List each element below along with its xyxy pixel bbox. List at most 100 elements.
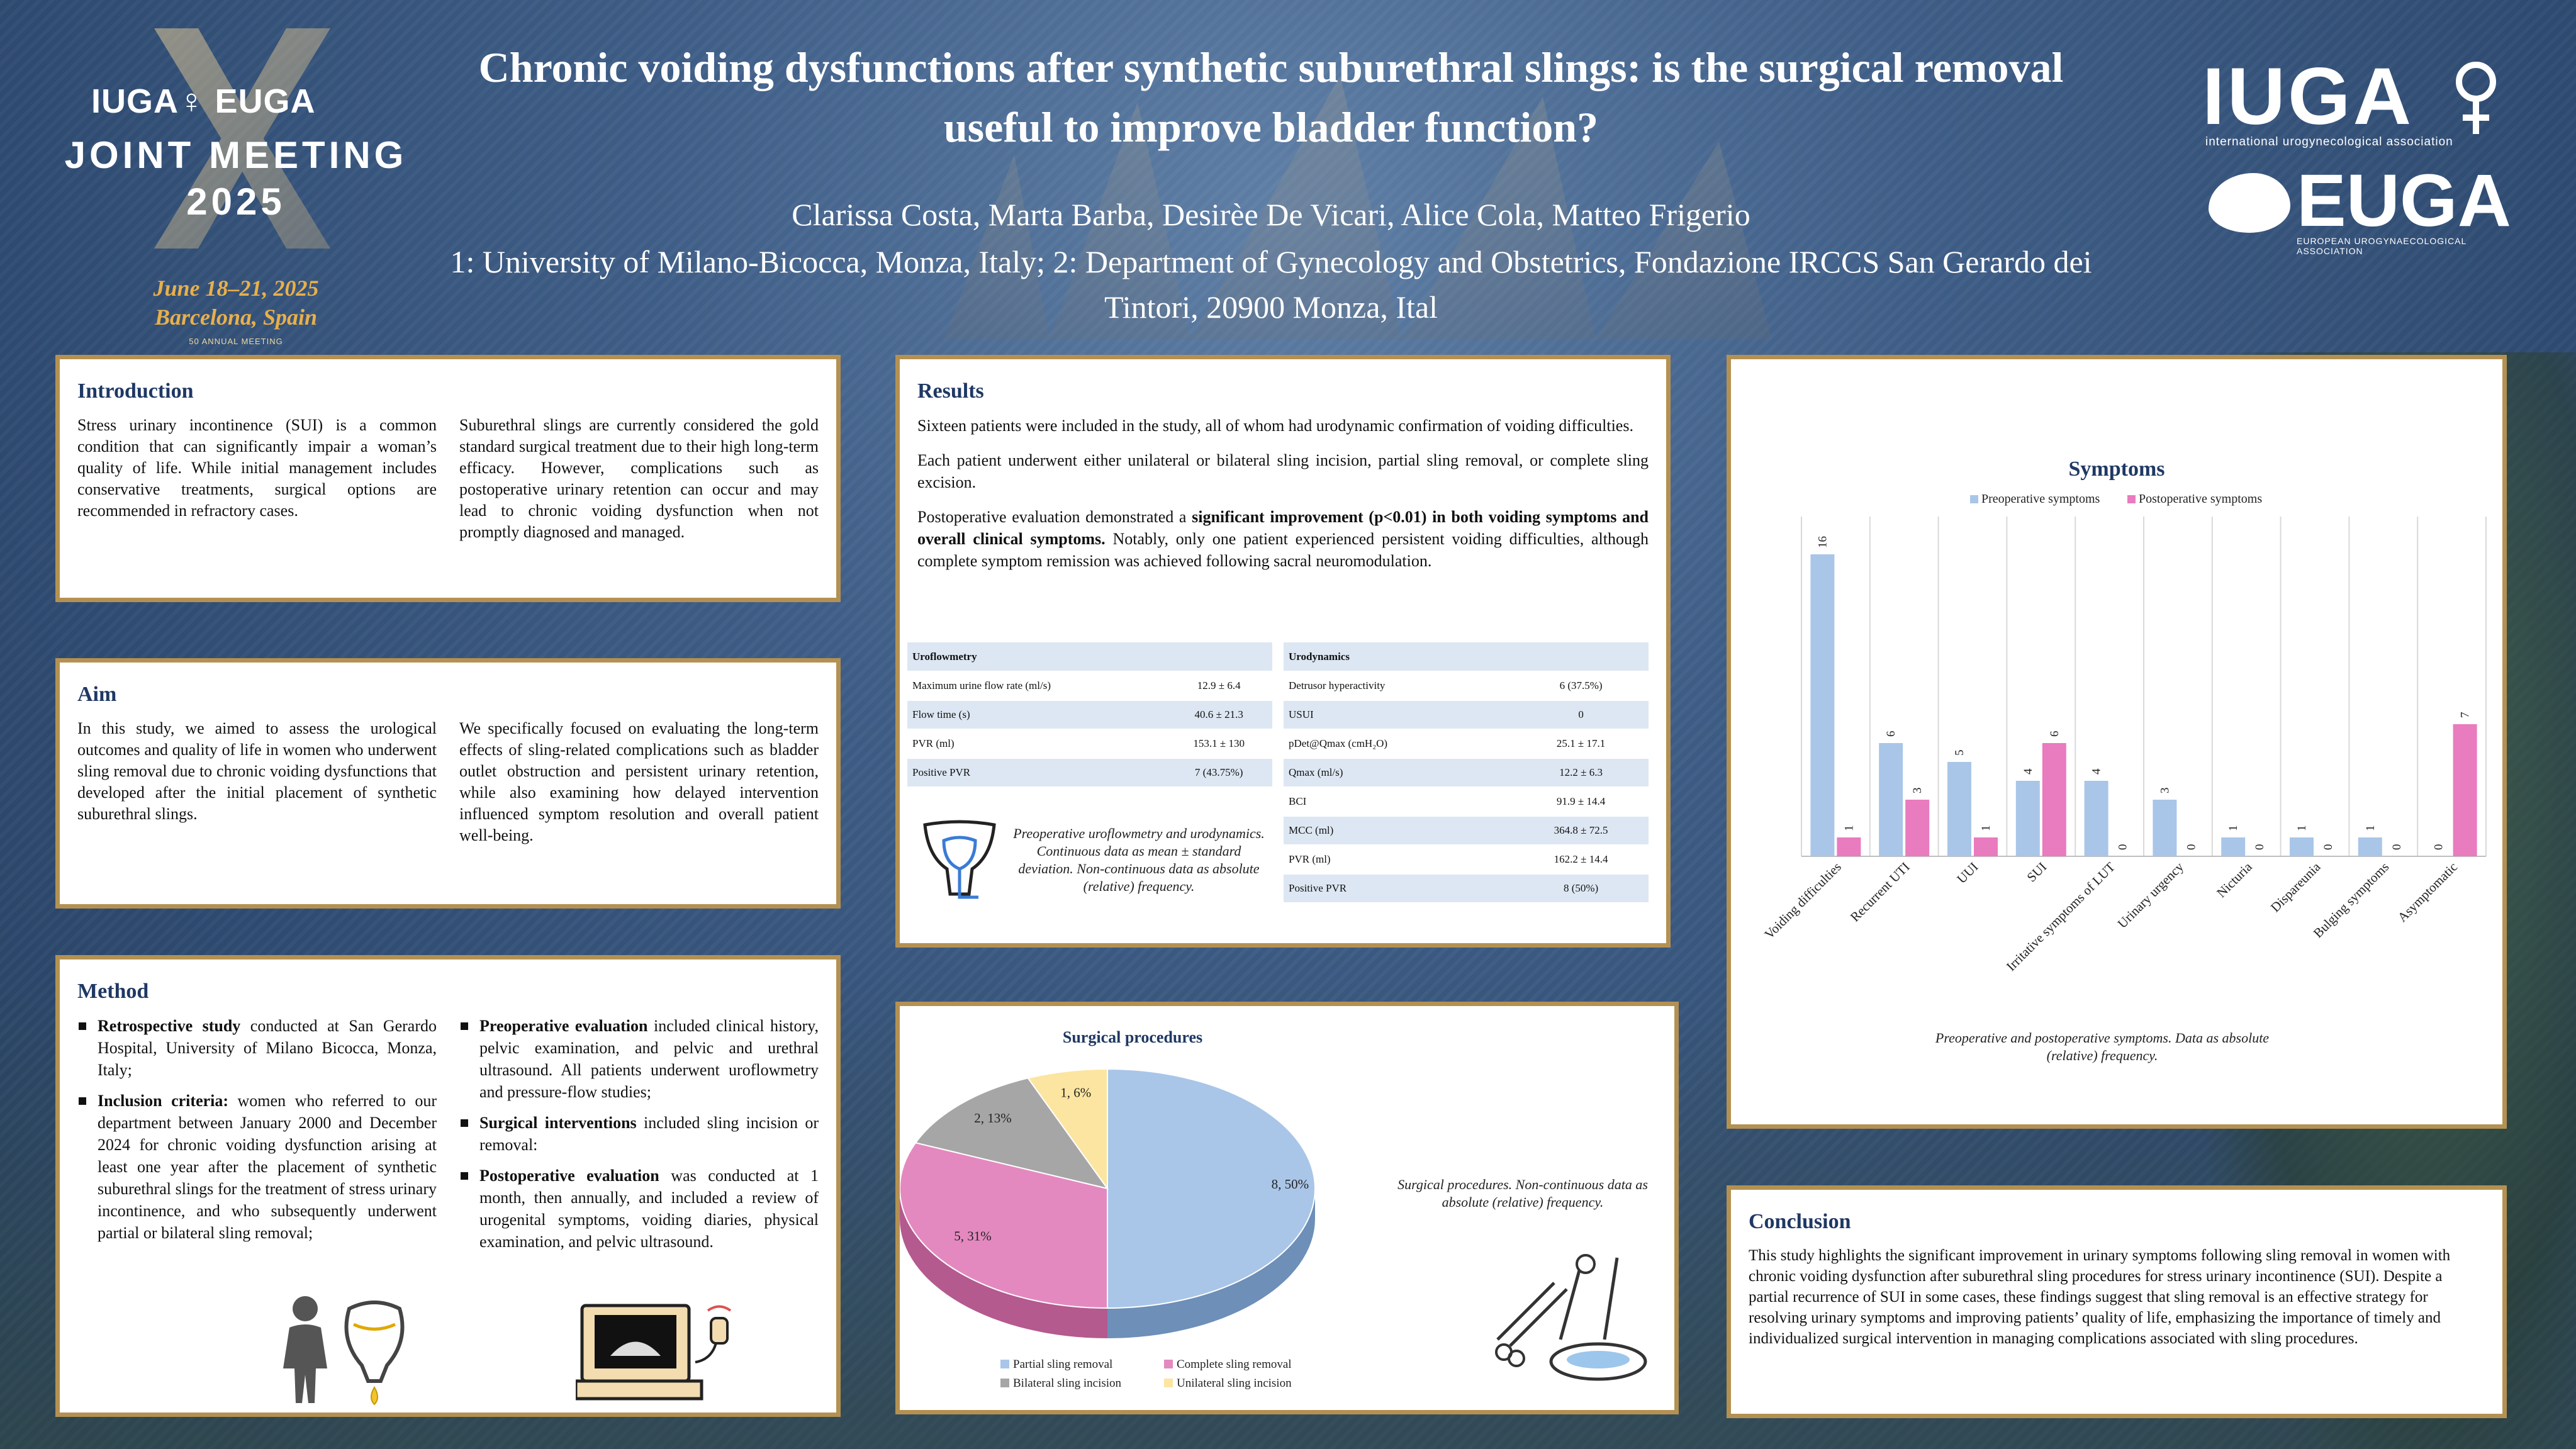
symptoms-caption: Preoperative and postoperative symptoms.… (1935, 1030, 2270, 1063)
bar-data-label: 1 (1842, 825, 1856, 832)
pie-data-label: 1, 6% (1060, 1085, 1091, 1100)
table-row: BCI 91.9 ± 14.4 (1284, 787, 1649, 817)
urodynamics-table: Urodynamics Detrusor hyperactivity 6 (37.… (1284, 642, 1649, 904)
bar-data-label: 1 (1980, 825, 1993, 832)
euga-brain-icon (2209, 173, 2290, 233)
logo-meeting-line1: JOINT MEETING (64, 134, 408, 176)
table-row: pDet@Qmax (cmH₂O) 25.1 ± 17.1 (1284, 729, 1649, 759)
bar-data-label: 16 (1816, 536, 1829, 548)
table-row: Positive PVR 8 (50%) (1284, 874, 1649, 904)
pie-legend-swatch (1000, 1379, 1009, 1387)
tables-caption: Preoperative uroflowmetry and urodynamic… (1013, 825, 1265, 894)
method-item-text: women who referred to our department bet… (98, 1092, 437, 1242)
introduction-col1: Stress urinary incontinence (SUI) is a c… (77, 416, 437, 520)
bar-category-label: Bulging symptoms (2310, 859, 2392, 941)
method-panel: Method Retrospective study conducted at … (55, 955, 841, 1417)
bar-data-label: 0 (2322, 844, 2335, 851)
pelvis-icon (923, 820, 996, 899)
bar (1905, 800, 1930, 856)
method-item: Surgical interventions included sling in… (459, 1112, 819, 1156)
table-row: Urodynamics (1284, 642, 1649, 672)
table-row: Maximum urine flow rate (ml/s) 12.9 ± 6.4 (907, 671, 1272, 701)
bar (1879, 743, 1903, 856)
method-item: Postoperative evaluation was conducted a… (459, 1165, 819, 1253)
bar-category-label: Urinary urgency (2115, 859, 2187, 931)
bar-data-label: 0 (2433, 844, 2446, 851)
results-paragraph-1: Sixteen patients were included in the st… (917, 417, 1633, 435)
joint-meeting-logo: IUGA♀ EUGA JOINT MEETING 2025 June 18–21… (60, 28, 412, 346)
table-cell: Positive PVR (907, 758, 1166, 788)
bar-category-label: Recurrent UTI (1847, 859, 1913, 925)
surgical-procedures-chart: Surgical procedures 8, 50% 5, 31% 2, 13% 1, … (900, 1028, 1316, 1390)
bar-data-label: 0 (2253, 844, 2266, 851)
bar-legend-swatch (2127, 495, 2136, 503)
pie-legend-swatch (1164, 1360, 1173, 1368)
method-list-left: Retrospective study conducted at San Ger… (77, 1015, 437, 1262)
poster-affiliation: 1: University of Milano-Bicocca, Monza, … (450, 244, 2092, 325)
symptoms-chart: Symptoms Preoperative symptoms Postoperati… (1761, 457, 2487, 974)
poster-authors: Clarissa Costa, Marta Barba, Desirèe De … (792, 197, 1750, 232)
introduction-col2: Suburethral slings are currently conside… (459, 416, 819, 541)
results-p3-post: Notably, only one patient experienced pe… (917, 530, 1649, 570)
bar-data-label: 4 (2090, 768, 2103, 775)
pie-slice (1027, 1068, 1108, 1191)
table-cell: 8 (50%) (1513, 874, 1649, 904)
aim-panel: Aim In this study, we aimed to assess th… (55, 658, 841, 909)
bar-data-label: 4 (2022, 768, 2035, 775)
table-cell: BCI (1284, 787, 1514, 817)
table-cell: 6 (37.5%) (1513, 671, 1649, 701)
table-row: Uroflowmetry (907, 642, 1272, 672)
bar (2042, 743, 2066, 856)
table-cell: 162.2 ± 14.4 (1513, 845, 1649, 875)
table-row: PVR (ml) 153.1 ± 130 (907, 729, 1272, 759)
bar (1947, 762, 1971, 856)
bar (1837, 837, 1861, 856)
logo-brand: IUGA♀ EUGA (91, 82, 316, 120)
bar-legend-label: Postoperative symptoms (2139, 492, 2262, 506)
table-header: Urodynamics (1284, 642, 1514, 672)
table-cell (1513, 642, 1649, 672)
results-paragraph-2: Each patient underwent either unilateral… (917, 451, 1649, 491)
table-cell: 12.2 ± 6.3 (1513, 758, 1649, 788)
pie-legend-swatch (1000, 1360, 1009, 1368)
female-symbol-icon (2456, 62, 2496, 134)
table-cell: Positive PVR (1284, 874, 1514, 904)
euga-wordmark: EUGA (2297, 159, 2511, 242)
logo-anniversary: 50 ANNUAL MEETING (189, 337, 283, 346)
table-row: Flow time (s) 40.6 ± 21.3 (907, 700, 1272, 730)
bar-category-label: Asymptomatic (2395, 859, 2460, 925)
method-item-bold: Inclusion criteria: (98, 1092, 229, 1110)
method-item-text: included sling incision or removal: (479, 1114, 819, 1154)
table-cell: Detrusor hyperactivity (1284, 671, 1514, 701)
pie-legend-label: Bilateral sling incision (1013, 1377, 1122, 1390)
bar-data-label: 3 (2158, 788, 2171, 794)
table-cell: Qmax (ml/s) (1284, 758, 1514, 788)
bar (2453, 724, 2477, 856)
pie-data-label: 5, 31% (954, 1228, 992, 1243)
table-header: Uroflowmetry (907, 642, 1166, 672)
bar-category-label: UUI (1954, 859, 1981, 887)
pie-slice-side (900, 1189, 1107, 1338)
pie-legend-label: Complete sling removal (1177, 1358, 1292, 1371)
table-cell (1165, 642, 1272, 672)
table-row: Positive PVR 7 (43.75%) (907, 758, 1272, 788)
table-cell: 153.1 ± 130 (1165, 729, 1272, 759)
method-item-bold: Postoperative evaluation (479, 1166, 659, 1185)
bar-data-label: 5 (1953, 750, 1966, 756)
method-item: Inclusion criteria: women who referred t… (77, 1090, 437, 1244)
iuga-subtitle: international urogynecological associati… (2205, 135, 2453, 148)
table-cell: USUI (1284, 700, 1514, 730)
table-row: MCC (ml) 364.8 ± 72.5 (1284, 816, 1649, 846)
aim-col2: We specifically focused on evaluating th… (459, 719, 819, 844)
method-list-right: Preoperative evaluation included clinica… (459, 1015, 819, 1262)
method-item-bold: Preoperative evaluation (479, 1017, 648, 1035)
table-cell: pDet@Qmax (cmH₂O) (1284, 729, 1514, 759)
bar (2015, 781, 2040, 856)
logo-meeting: JOINT MEETING 2025 (60, 132, 412, 225)
results-p3-bold: significant improvement (p<0.01) in both… (917, 508, 1649, 548)
bar-data-label: 3 (1911, 788, 1924, 794)
bar (1974, 837, 1998, 856)
bar-data-label: 6 (2048, 731, 2061, 737)
uroflowmetry-table: Uroflowmetry Maximum urine flow rate (ml… (907, 642, 1272, 788)
ultrasound-machine-icon (576, 1304, 732, 1401)
